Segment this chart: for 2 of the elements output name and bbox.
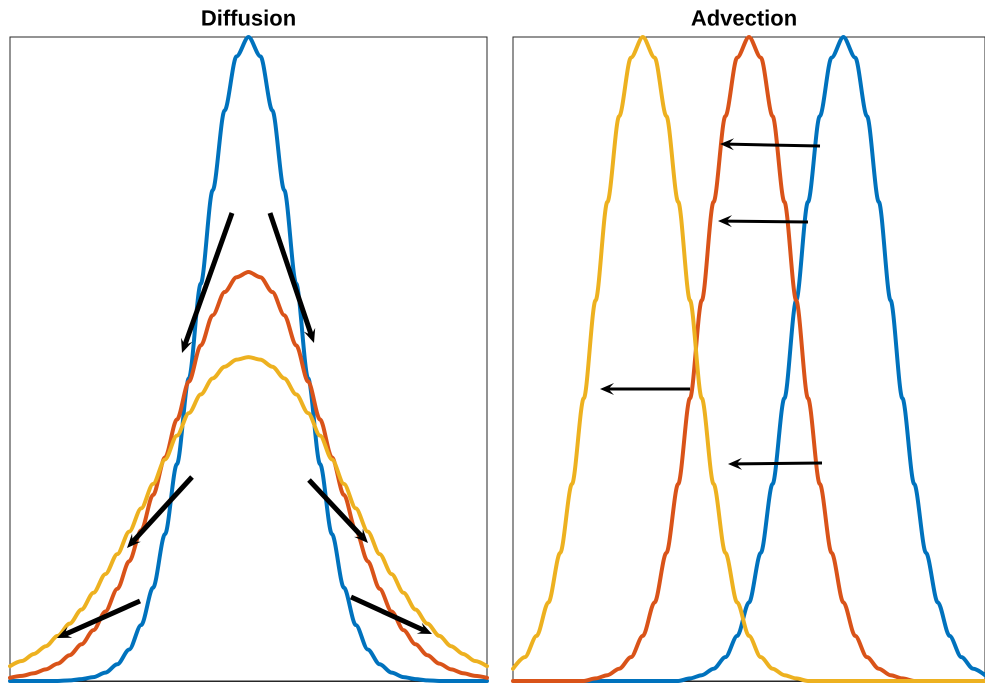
chart-title: Advection xyxy=(690,6,798,30)
chart-title: Diffusion xyxy=(200,6,296,30)
